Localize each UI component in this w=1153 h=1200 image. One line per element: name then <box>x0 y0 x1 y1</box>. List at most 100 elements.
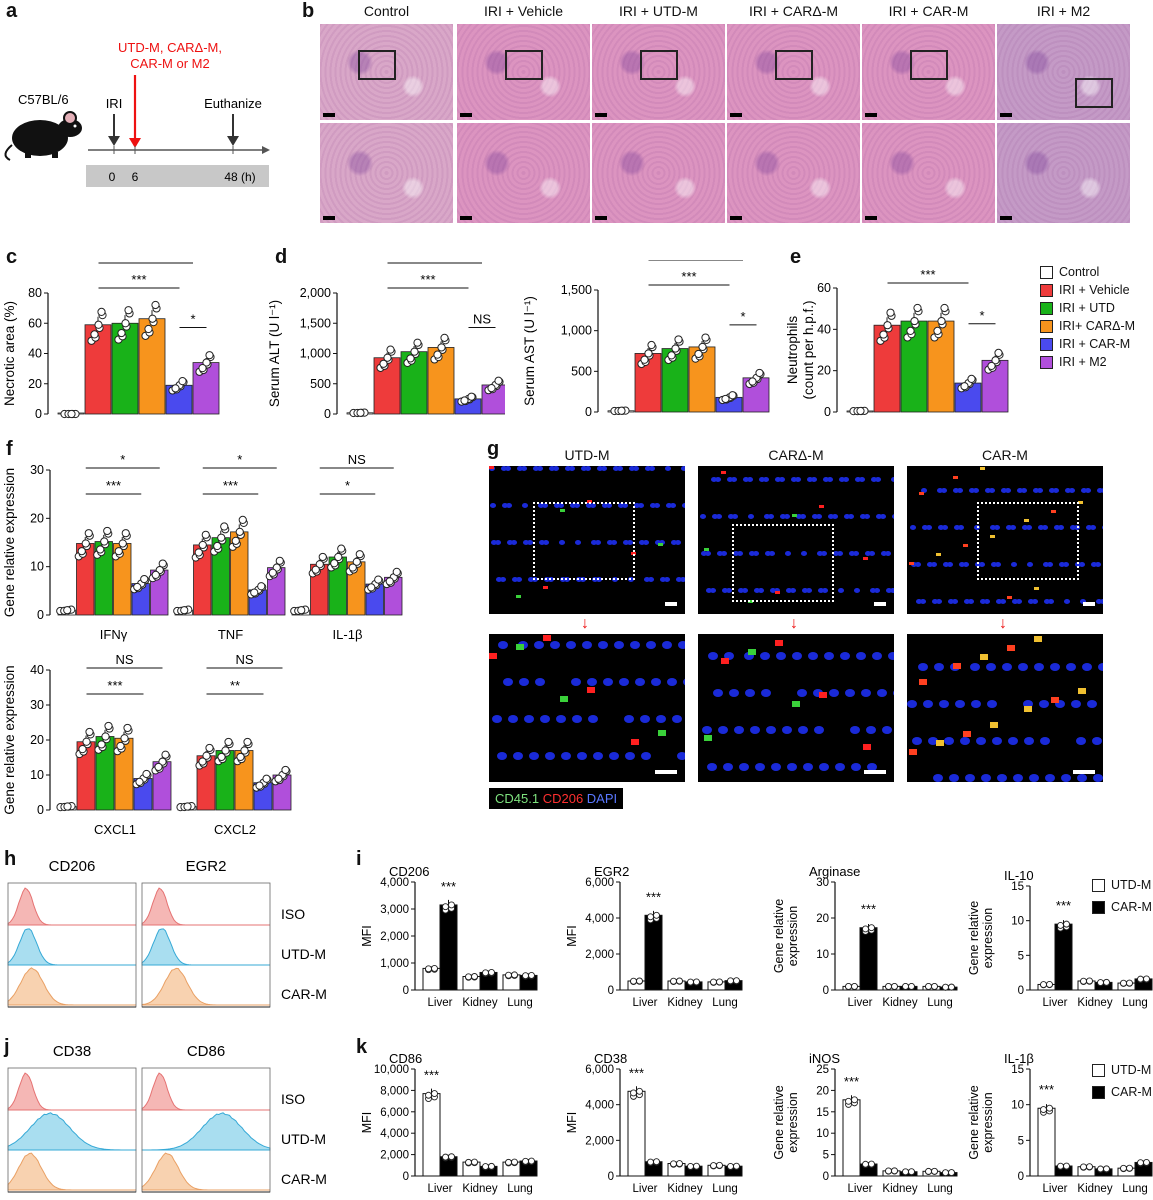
data-point <box>716 978 723 986</box>
y-tick-label: 0 <box>324 407 331 421</box>
chart-il1b: IL-1β Gene relative expression 0 5 10 15 Liver *… <box>967 1051 1153 1195</box>
histogram-curve <box>141 887 270 926</box>
data-point <box>987 361 996 371</box>
he-column-label: Control <box>363 3 410 19</box>
data-point <box>1086 977 1093 985</box>
histogram-row-label: ISO <box>281 906 305 922</box>
data-point <box>116 741 125 751</box>
data-point <box>123 723 132 733</box>
bar <box>842 1099 861 1177</box>
y-tick-label: 20 <box>816 913 829 925</box>
y-tick-label: 15 <box>816 1107 829 1119</box>
histogram-curve <box>141 967 270 1006</box>
legend-item: Control <box>1040 265 1099 279</box>
y-tick-label: 6,000 <box>380 1107 409 1119</box>
data-point <box>670 977 677 985</box>
data-point <box>425 965 432 973</box>
he-micrograph <box>862 123 995 223</box>
data-point <box>183 802 192 811</box>
euthanize-label: Euthanize <box>204 96 262 111</box>
panel-letter-i: i <box>356 848 362 870</box>
panel-letter-h: h <box>4 848 17 870</box>
data-point <box>352 557 361 566</box>
scale-bar <box>874 602 886 606</box>
legend-label: IRI + UTD <box>1059 301 1115 315</box>
x-tick-label: Kidney <box>667 1183 702 1195</box>
he-micrograph <box>592 123 725 223</box>
inset-box <box>358 50 396 80</box>
y-tick-label: 20 <box>28 377 42 391</box>
y-tick-label: 30 <box>30 698 44 712</box>
panel-letter-e: e <box>790 246 802 268</box>
y-axis-label: MFI <box>360 925 374 947</box>
y-tick-label: 0 <box>823 1171 829 1183</box>
y-tick-label: 1,000 <box>561 324 592 338</box>
data-point <box>891 982 898 990</box>
panel-letter-j: j <box>4 1036 10 1058</box>
legend-label: UTD-M <box>1111 878 1152 892</box>
data-point <box>238 515 247 524</box>
x-tick-label: Lung <box>507 997 533 1009</box>
inset-box <box>775 50 813 80</box>
scale-bar <box>595 113 607 117</box>
data-point <box>392 567 401 576</box>
data-point <box>902 1168 909 1176</box>
inset-box <box>732 524 834 602</box>
data-point <box>140 574 149 584</box>
data-point <box>879 330 888 339</box>
data-point <box>716 1161 723 1169</box>
if-micrograph <box>698 466 894 614</box>
data-point <box>97 307 106 317</box>
data-point <box>330 559 339 568</box>
data-point <box>528 971 535 979</box>
x-tick-label: Kidney <box>462 1183 497 1195</box>
y-tick-label: 40 <box>28 347 42 361</box>
data-point <box>202 358 211 367</box>
data-point <box>693 978 700 986</box>
data-point <box>511 1158 518 1166</box>
sig-label: * <box>345 478 350 493</box>
data-point <box>933 326 942 335</box>
data-point <box>198 540 207 550</box>
inset-box <box>505 50 543 80</box>
chart-title: IL-10 <box>1004 868 1034 883</box>
if-column-label: CARΔ-M <box>768 447 824 463</box>
scale-bar <box>1073 770 1095 774</box>
data-point <box>425 1091 432 1099</box>
data-point <box>235 527 244 536</box>
scale-bar <box>665 602 677 606</box>
x-tick-label: Kidney <box>882 997 917 1009</box>
y-axis-label: Gene relative expression <box>2 665 17 814</box>
x-tick-label: Lung <box>507 1183 533 1195</box>
y-tick-label: 10 <box>1011 916 1024 928</box>
y-tick-label: 60 <box>28 316 42 330</box>
he-micrograph <box>862 24 995 120</box>
bar <box>1037 1107 1056 1177</box>
treatment-label-1: UTD-M, CARΔ-M, <box>118 40 222 55</box>
data-point <box>1040 1106 1047 1114</box>
scale-bar <box>323 216 335 220</box>
data-point <box>81 539 90 548</box>
x-tick-label: Kidney <box>1077 997 1112 1009</box>
y-axis-label: Serum AST (U l⁻¹) <box>522 296 537 406</box>
he-micrograph <box>997 123 1130 223</box>
scale-bar <box>1000 216 1012 220</box>
ik-legend-item: UTD-M <box>1092 1063 1151 1077</box>
y-axis-label: Gene relative <box>967 1085 981 1159</box>
chart-title: CD206 <box>389 864 429 879</box>
if-micrograph <box>907 466 1103 614</box>
data-point <box>630 977 637 985</box>
sig-label: ** <box>230 678 240 693</box>
data-point <box>406 354 415 363</box>
histogram-row-label: CAR-M <box>281 1171 327 1187</box>
y-tick-label: 10 <box>816 949 829 961</box>
data-point <box>268 568 277 577</box>
data-point <box>151 570 160 580</box>
data-point <box>482 1163 489 1171</box>
data-point <box>142 769 151 779</box>
chart-neutrophils: Neutrophils (count per h.p.f.)0204060****… <box>785 267 1009 419</box>
y-tick-label: 5 <box>1018 950 1024 962</box>
data-point <box>100 537 109 546</box>
data-point <box>437 343 446 352</box>
scale-bar <box>323 113 335 117</box>
